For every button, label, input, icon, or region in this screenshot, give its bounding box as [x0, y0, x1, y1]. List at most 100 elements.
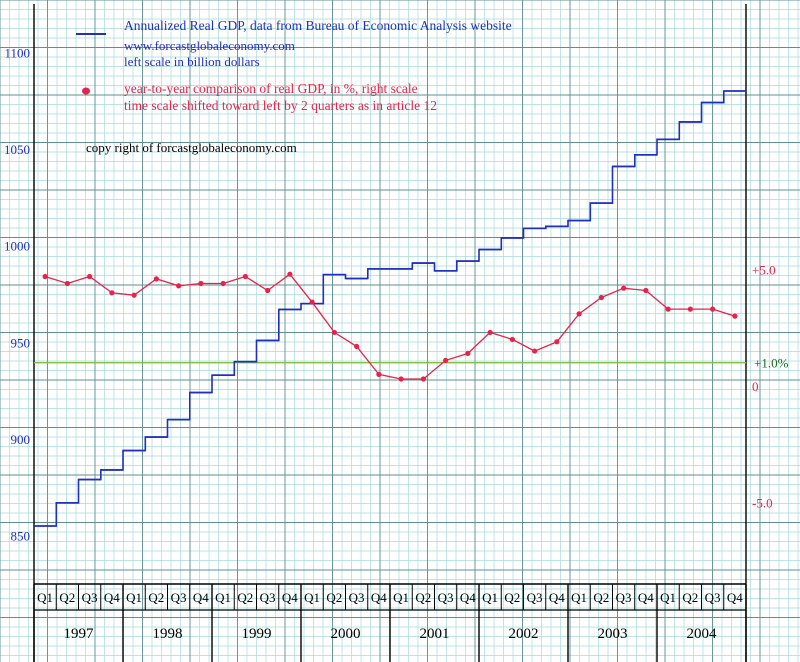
right-tick-label: -5.0 — [752, 495, 773, 510]
quarter-label: Q1 — [571, 590, 587, 605]
axis-frame — [33, 4, 747, 662]
growth-line — [44, 273, 736, 380]
growth-point — [109, 290, 115, 296]
quarter-label: Q4 — [727, 590, 743, 605]
quarter-label: Q2 — [326, 590, 342, 605]
growth-point — [465, 350, 471, 356]
growth-point — [153, 276, 159, 282]
quarter-label: Q1 — [304, 590, 320, 605]
year-label: 2003 — [598, 626, 628, 642]
gdp-series — [34, 90, 746, 527]
growth-point — [220, 280, 226, 287]
growth-point — [176, 283, 182, 289]
quarter-label: Q3 — [349, 590, 365, 605]
quarter-label: Q1 — [215, 590, 231, 605]
growth-point — [87, 273, 93, 280]
left-tick-label: 1100 — [4, 45, 30, 60]
gdp-legend-label: Annualized Real GDP, data from Bureau of… — [124, 18, 512, 33]
left-tick-label: 850 — [11, 529, 31, 544]
year-label: 2000 — [331, 626, 361, 642]
growth-point — [554, 339, 560, 345]
growth-point — [376, 371, 382, 377]
quarter-label: Q4 — [104, 590, 120, 605]
left-tick-label: 1050 — [4, 142, 30, 157]
quarter-labels: Q1 Q2 Q3 Q4 Q1 Q2 Q3 Q4 Q1 Q2 Q3 Q4 Q1 Q2 Q3 Q4 Q1 Q2 Q3 Q4… — [37, 590, 743, 605]
year-label: 1999 — [242, 626, 272, 642]
year-label: 2001 — [420, 626, 450, 642]
growth-point — [265, 287, 271, 294]
copyright-note: copy right of forcastglobaleconomy.com — [86, 140, 297, 155]
left-axis-ticks: 850 900 950 1000 1050 1100 — [4, 45, 30, 543]
growth-series — [42, 271, 738, 382]
left-tick-label: 1000 — [4, 239, 30, 254]
right-tick-label: 0 — [752, 379, 759, 394]
growth-point — [398, 376, 404, 382]
growth-point — [487, 329, 493, 336]
quarter-label: Q2 — [504, 590, 520, 605]
growth-point — [643, 287, 649, 294]
quarter-label: Q2 — [682, 590, 698, 605]
quarter-label: Q3 — [705, 590, 721, 605]
growth-point — [331, 329, 337, 336]
growth-point — [443, 357, 449, 363]
quarter-label: Q1 — [393, 590, 409, 605]
year-label: 1998 — [153, 626, 183, 642]
quarter-label: Q4 — [282, 590, 298, 605]
quarter-label: Q3 — [260, 590, 276, 605]
quarter-label: Q3 — [527, 590, 543, 605]
quarter-label: Q2 — [593, 590, 609, 605]
quarter-label: Q3 — [171, 590, 187, 605]
time-shift-note: time scale shifted toward left by 2 quar… — [124, 98, 437, 113]
growth-legend-label: year-to-year comparison of real GDP, in … — [124, 81, 418, 96]
quarter-label: Q4 — [371, 590, 387, 605]
reference-line: +1.0% — [34, 356, 789, 371]
growth-point — [732, 313, 738, 319]
left-scale-note: left scale in billion dollars — [124, 54, 260, 69]
growth-point — [687, 306, 693, 312]
growth-point — [532, 348, 538, 354]
growth-point — [131, 292, 137, 298]
quarter-label: Q2 — [148, 590, 164, 605]
quarter-label: Q4 — [638, 590, 654, 605]
quarter-label: Q4 — [460, 590, 476, 605]
growth-point — [665, 306, 671, 312]
quarter-label: Q4 — [193, 590, 209, 605]
reference-line-label: +1.0% — [754, 356, 789, 371]
quarter-label: Q3 — [438, 590, 454, 605]
growth-legend-marker — [82, 87, 90, 95]
growth-point — [598, 294, 604, 301]
growth-point — [710, 306, 716, 312]
quarter-label: Q3 — [616, 590, 632, 605]
year-label: 2004 — [687, 626, 718, 642]
growth-point — [354, 343, 360, 350]
growth-point — [420, 376, 426, 382]
growth-point — [42, 273, 48, 280]
growth-point — [509, 336, 515, 343]
left-tick-label: 900 — [11, 432, 31, 447]
year-label: 2002 — [509, 626, 539, 642]
quarter-label: Q1 — [660, 590, 676, 605]
growth-point — [621, 285, 627, 291]
quarter-label: Q3 — [82, 590, 98, 605]
growth-point — [309, 299, 315, 305]
growth-point — [64, 280, 70, 287]
quarter-label: Q2 — [237, 590, 253, 605]
quarter-label: Q2 — [415, 590, 431, 605]
growth-point — [242, 273, 248, 280]
quarter-label: Q4 — [549, 590, 565, 605]
quarter-label: Q1 — [37, 590, 53, 605]
year-label: 1997 — [64, 626, 95, 642]
right-tick-label: +5.0 — [752, 263, 776, 278]
year-labels: 1997 1998 1999 2000 2001 2002 2003 2004 — [64, 626, 718, 642]
growth-point — [287, 271, 293, 277]
website-label: www.forcastglobaleconomy.com — [124, 38, 295, 53]
growth-point — [576, 311, 582, 317]
growth-point — [198, 280, 204, 287]
quarter-label: Q1 — [126, 590, 142, 605]
right-axis-ticks: +5.0 0 -5.0 — [752, 263, 776, 511]
quarter-label: Q2 — [59, 590, 75, 605]
left-tick-label: 950 — [11, 335, 31, 350]
quarter-label: Q1 — [482, 590, 498, 605]
